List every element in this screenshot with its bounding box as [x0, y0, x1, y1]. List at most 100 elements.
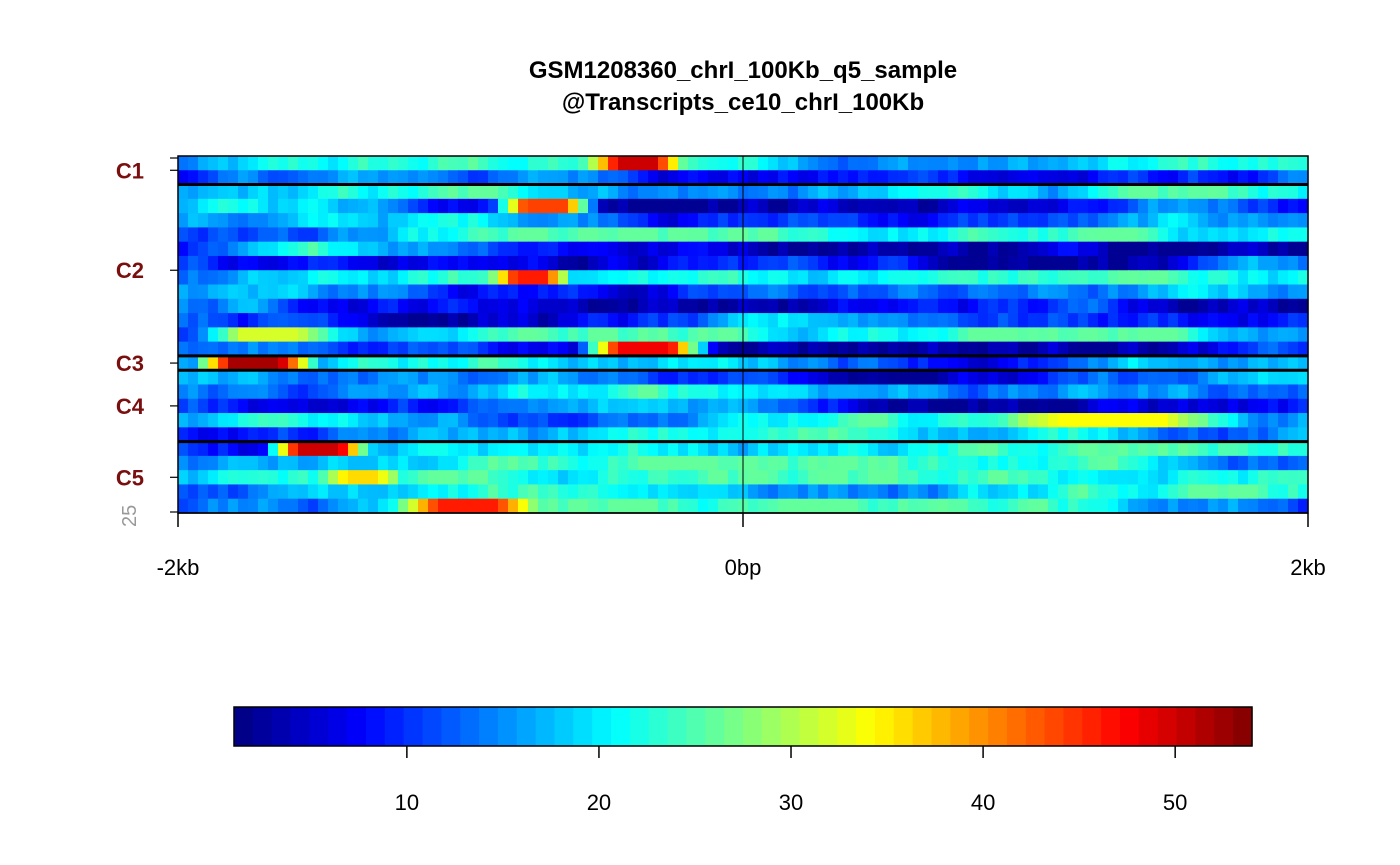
heatmap-cell	[898, 470, 909, 485]
heatmap-cell	[258, 498, 269, 514]
heatmap-cell	[698, 427, 709, 442]
heatmap-cell	[998, 184, 1009, 200]
heatmap-cell	[878, 327, 889, 343]
heatmap-cell	[868, 470, 879, 485]
heatmap-cell	[608, 241, 619, 257]
heatmap-cell	[628, 313, 639, 328]
heatmap-cell	[708, 441, 719, 457]
heatmap-cell	[1168, 198, 1179, 214]
heatmap-cell	[588, 156, 599, 171]
heatmap-cell	[478, 398, 489, 414]
heatmap-cell	[488, 255, 499, 271]
heatmap-cell	[248, 184, 259, 200]
heatmap-cell	[1268, 184, 1279, 200]
heatmap-cell	[1018, 213, 1029, 228]
heatmap-cell	[728, 341, 739, 357]
heatmap-cell	[1278, 413, 1289, 428]
heatmap-cell	[408, 255, 419, 271]
heatmap-cell	[318, 370, 329, 385]
heatmap-cell	[228, 484, 239, 500]
heatmap-cell	[918, 270, 929, 285]
heatmap-cell	[1088, 355, 1099, 371]
heatmap-cell	[1268, 198, 1279, 214]
heatmap-cell	[568, 398, 579, 414]
heatmap-cell	[368, 313, 379, 328]
heatmap-cell	[268, 370, 279, 385]
heatmap-cell	[1228, 255, 1239, 271]
heatmap-cell	[558, 156, 569, 171]
heatmap-cell	[1288, 198, 1299, 214]
heatmap-cell	[558, 198, 569, 214]
heatmap-cell	[1148, 198, 1159, 214]
heatmap-cell	[1248, 484, 1259, 500]
heatmap-cell	[528, 441, 539, 457]
heatmap-cell	[1068, 370, 1079, 385]
heatmap-cell	[718, 156, 729, 171]
heatmap-cell	[398, 370, 409, 385]
heatmap-cell	[598, 298, 609, 314]
heatmap-cell	[808, 398, 819, 414]
heatmap-cell	[428, 284, 439, 300]
heatmap-cell	[1218, 484, 1229, 500]
heatmap-cell	[988, 313, 999, 328]
heatmap-cell	[758, 398, 769, 414]
heatmap-cell	[778, 241, 789, 257]
heatmap-cell	[328, 270, 339, 285]
heatmap-cell	[178, 455, 189, 471]
heatmap-cell	[908, 498, 919, 514]
heatmap-cell	[1078, 184, 1089, 200]
heatmap-cell	[378, 213, 389, 228]
heatmap-cell	[698, 284, 709, 300]
heatmap-cell	[1068, 198, 1079, 214]
heatmap-cell	[798, 341, 809, 357]
heatmap-cell	[588, 341, 599, 357]
heatmap-cell	[888, 355, 899, 371]
heatmap-cell	[768, 355, 779, 371]
heatmap-cell	[198, 498, 209, 514]
heatmap-cell	[288, 198, 299, 214]
heatmap-cell	[678, 227, 689, 243]
heatmap-cell	[1228, 427, 1239, 442]
heatmap-cell	[488, 313, 499, 328]
heatmap-cell	[328, 213, 339, 228]
heatmap-cell	[1058, 327, 1069, 343]
heatmap-cell	[1138, 241, 1149, 257]
heatmap-cell	[488, 298, 499, 314]
heatmap-cell	[198, 355, 209, 371]
heatmap-cell	[308, 370, 319, 385]
heatmap-cell	[978, 213, 989, 228]
heatmap-cell	[768, 441, 779, 457]
heatmap-cell	[288, 341, 299, 357]
heatmap-cell	[288, 170, 299, 185]
heatmap-cell	[798, 384, 809, 400]
heatmap-cell	[1288, 470, 1299, 485]
heatmap-cell	[898, 455, 909, 471]
heatmap-cell	[878, 398, 889, 414]
colorbar-tick-label: 10	[395, 790, 419, 815]
heatmap-cell	[398, 227, 409, 243]
heatmap-cell	[1298, 156, 1309, 171]
heatmap-cell	[598, 455, 609, 471]
heatmap-cell	[278, 470, 289, 485]
heatmap-cell	[508, 498, 519, 514]
heatmap-cell	[638, 327, 649, 343]
heatmap-cell	[248, 170, 259, 185]
heatmap-cell	[728, 370, 739, 385]
heatmap-cell	[338, 227, 349, 243]
heatmap-cell	[588, 370, 599, 385]
heatmap-cell	[458, 313, 469, 328]
heatmap-cell	[508, 241, 519, 257]
heatmap-cell	[388, 484, 399, 500]
heatmap-cell	[1158, 198, 1169, 214]
heatmap-cell	[1218, 313, 1229, 328]
heatmap-cell	[418, 413, 429, 428]
heatmap-cell	[1278, 170, 1289, 185]
heatmap-cell	[578, 170, 589, 185]
heatmap-cell	[988, 270, 999, 285]
heatmap-cell	[808, 370, 819, 385]
heatmap-cell	[1108, 341, 1119, 357]
heatmap-cell	[948, 170, 959, 185]
heatmap-cell	[1028, 156, 1039, 171]
heatmap-cell	[1118, 413, 1129, 428]
heatmap-cell	[608, 156, 619, 171]
